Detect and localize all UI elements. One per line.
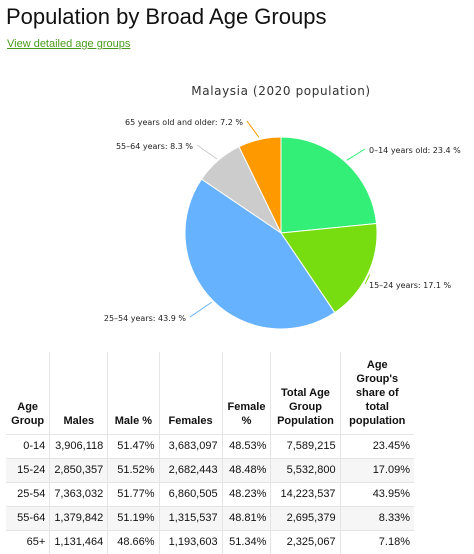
table-cell: 2,325,067	[271, 531, 340, 554]
table-cell: 7,363,032	[50, 483, 108, 507]
table-cell: 7.18%	[340, 531, 414, 554]
table-cell: 17.09%	[340, 459, 414, 483]
table-cell: 2,695,379	[271, 507, 340, 531]
table-cell: 43.95%	[340, 483, 414, 507]
table-cell: 6,860,505	[159, 483, 222, 507]
pie-connector-line	[247, 121, 259, 138]
table-cell: 51.47%	[108, 435, 159, 459]
page-title: Population by Broad Age Groups	[6, 4, 326, 30]
table-cell: 0-14	[6, 435, 50, 459]
total-population-header: Total Age Group Population	[271, 352, 340, 435]
table-cell: 7,589,215	[271, 435, 340, 459]
pie-slice-label: 25–54 years: 43.9 %	[104, 314, 187, 323]
table-cell: 25-54	[6, 483, 50, 507]
table-cell: 51.19%	[108, 507, 159, 531]
table-cell: 1,379,842	[50, 507, 108, 531]
table-cell: 48.53%	[222, 435, 271, 459]
pie-connector-line	[347, 149, 365, 160]
share-header: Age Group's share of total population	[340, 352, 414, 435]
table-cell: 1,315,537	[159, 507, 222, 531]
females-header: Females	[159, 352, 222, 435]
table-cell: 51.34%	[222, 531, 271, 554]
pie-slice-label: 0–14 years old: 23.4 %	[369, 146, 461, 155]
pie-slice-label: 55–64 years: 8.3 %	[116, 142, 193, 151]
table-cell: 51.77%	[108, 483, 159, 507]
table-cell: 15-24	[6, 459, 50, 483]
table-cell: 1,193,603	[159, 531, 222, 554]
table-cell: 55-64	[6, 507, 50, 531]
table-cell: 5,532,800	[271, 459, 340, 483]
male-percent-header: Male %	[108, 352, 159, 435]
table-cell: 3,683,097	[159, 435, 222, 459]
table-cell: 65+	[6, 531, 50, 554]
pie-connector-line	[197, 145, 217, 159]
table-cell: 48.23%	[222, 483, 271, 507]
table-cell: 48.48%	[222, 459, 271, 483]
males-header: Males	[50, 352, 108, 435]
pie-connector-line	[190, 302, 212, 317]
table-cell: 23.45%	[340, 435, 414, 459]
table-cell: 2,850,357	[50, 459, 108, 483]
table-cell: 3,906,118	[50, 435, 108, 459]
pie-slice[interactable]	[281, 137, 377, 233]
table-cell: 48.66%	[108, 531, 159, 554]
table-cell: 2,682,443	[159, 459, 222, 483]
table-cell: 8.33%	[340, 507, 414, 531]
table-cell: 1,131,464	[50, 531, 108, 554]
table-cell: 51.52%	[108, 459, 159, 483]
female-percent-header: Female %	[222, 352, 271, 435]
chart-title: Malaysia (2020 population)	[191, 84, 370, 98]
pie-chart: Malaysia (2020 population) 0–14 years ol…	[0, 72, 474, 348]
pie-slice-label: 65 years old and older: 7.2 %	[125, 118, 243, 127]
pie-slice-label: 15–24 years: 17.1 %	[369, 281, 452, 290]
view-detailed-age-groups-link[interactable]: View detailed age groups	[7, 38, 130, 50]
table-cell: 48.81%	[222, 507, 271, 531]
age-group-header: Age Group	[6, 352, 50, 435]
table-cell: 14,223,537	[271, 483, 340, 507]
